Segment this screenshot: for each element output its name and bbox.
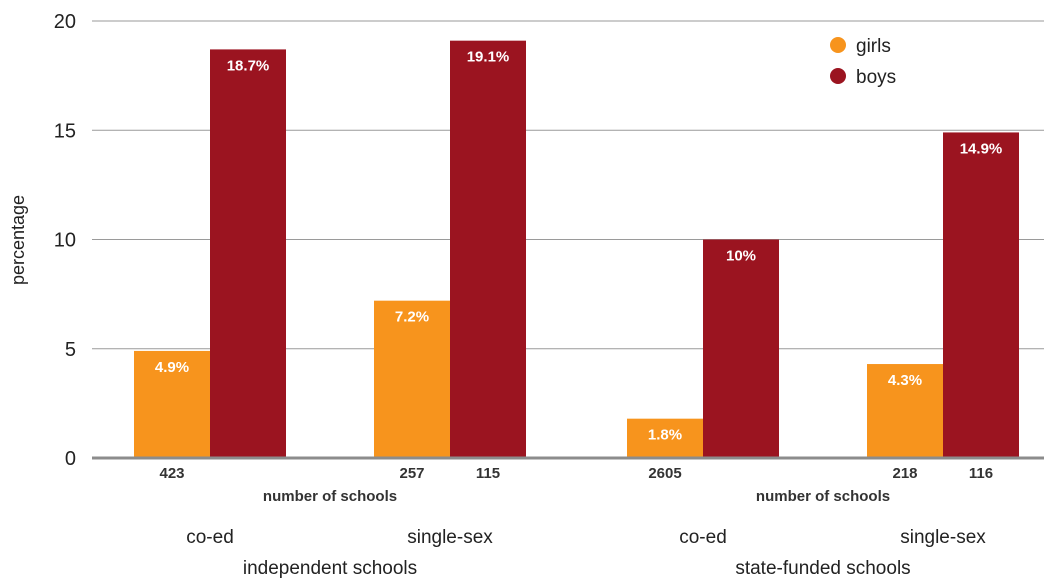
girls-bar	[867, 364, 943, 458]
boys-bar	[210, 49, 286, 458]
subgroup-label: single-sex	[900, 527, 986, 548]
y-tick-label: 5	[65, 339, 76, 361]
school-count-label: 218	[892, 465, 917, 482]
y-tick-label: 10	[54, 230, 76, 252]
axes: 0 5 10 15 20 percentage 423 co-ed 257 115 single-s…	[8, 11, 1044, 579]
school-count-label: 115	[476, 465, 500, 482]
bars: 4.9% 18.7% 7.2% 19.1% 1.8% 10% 4.3% 14.9%	[134, 40, 1019, 458]
y-tick-label: 15	[54, 120, 76, 142]
legend: girls boys	[830, 36, 896, 88]
girls-bar	[627, 418, 703, 458]
boys-bar	[703, 239, 779, 458]
girls-bar	[374, 300, 450, 458]
group-label: state-funded schools	[735, 558, 910, 579]
y-axis-label: percentage	[8, 195, 28, 285]
girls-data-label: 1.8%	[648, 427, 682, 444]
girls-bar	[134, 350, 210, 458]
subgroup-label: co-ed	[679, 527, 727, 548]
school-count-label: 257	[399, 465, 424, 482]
boys-bar	[450, 40, 526, 458]
y-tick-label: 0	[65, 448, 76, 470]
girls-data-label: 7.2%	[395, 309, 429, 326]
legend-marker-girls	[830, 37, 846, 53]
school-count-label: 423	[159, 465, 184, 482]
boys-data-label: 14.9%	[960, 140, 1003, 157]
subgroup-label: co-ed	[186, 527, 234, 548]
boys-data-label: 10%	[726, 248, 756, 265]
group-label: independent schools	[243, 558, 417, 579]
legend-label-girls: girls	[856, 36, 891, 57]
girls-data-label: 4.9%	[155, 359, 189, 376]
boys-data-label: 19.1%	[467, 49, 510, 66]
number-of-schools-caption: number of schools	[756, 488, 890, 505]
girls-data-label: 4.3%	[888, 372, 922, 389]
y-tick-label: 20	[54, 11, 76, 33]
school-count-label: 2605	[648, 465, 681, 482]
legend-marker-boys	[830, 68, 846, 84]
boys-bar	[943, 132, 1019, 458]
number-of-schools-caption: number of schools	[263, 488, 397, 505]
school-count-label: 116	[969, 465, 993, 482]
boys-data-label: 18.7%	[227, 57, 270, 74]
subgroup-label: single-sex	[407, 527, 493, 548]
legend-label-boys: boys	[856, 67, 896, 88]
